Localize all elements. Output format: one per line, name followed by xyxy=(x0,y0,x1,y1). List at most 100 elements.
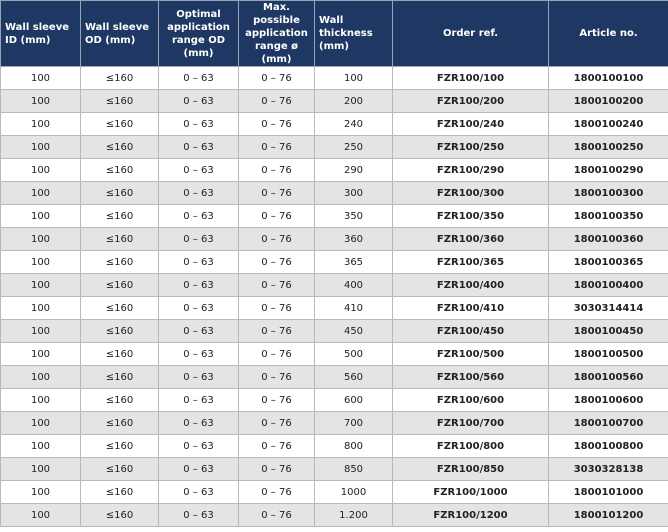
table-row: 100 ≤160 0 – 63 0 – 76 1.200 FZR100/1200 18001… xyxy=(0,503,668,527)
table-cell: 0 – 63 xyxy=(158,342,239,366)
table-cell: 0 – 76 xyxy=(238,135,315,159)
table-cell: 250 xyxy=(314,135,393,159)
table-cell: 1800100500 xyxy=(548,342,668,366)
header-cell: Article no. xyxy=(548,0,668,67)
table-row: 100 ≤160 0 – 63 0 – 76 360 FZR100/360 18001003… xyxy=(0,227,668,251)
table-cell: 0 – 76 xyxy=(238,250,315,274)
table-cell: 0 – 76 xyxy=(238,296,315,320)
header-cell: Max. possible application range ø (mm) xyxy=(238,0,315,67)
table-cell: 800 xyxy=(314,434,393,458)
table-cell: 240 xyxy=(314,112,393,136)
table-cell: 0 – 76 xyxy=(238,89,315,113)
table-cell: 1800100450 xyxy=(548,319,668,343)
table-cell: FZR100/200 xyxy=(392,89,549,113)
header-cell: Optimal application range OD (mm) xyxy=(158,0,239,67)
table-cell: 100 xyxy=(0,227,81,251)
table-cell: 1800100200 xyxy=(548,89,668,113)
table-cell: 0 – 76 xyxy=(238,457,315,481)
table-cell: 0 – 63 xyxy=(158,158,239,182)
table-cell: 100 xyxy=(0,434,81,458)
table-cell: 100 xyxy=(0,388,81,412)
table-cell: 100 xyxy=(0,112,81,136)
table-cell: 100 xyxy=(0,457,81,481)
table-cell: ≤160 xyxy=(80,388,159,412)
table-cell: FZR100/450 xyxy=(392,319,549,343)
table-cell: ≤160 xyxy=(80,112,159,136)
table-cell: 1800101200 xyxy=(548,503,668,527)
table-cell: 1800100350 xyxy=(548,204,668,228)
header-cell: Wall sleeve ID (mm) xyxy=(0,0,81,67)
table-cell: 100 xyxy=(0,480,81,504)
table-cell: 0 – 76 xyxy=(238,227,315,251)
table-cell: 0 – 63 xyxy=(158,388,239,412)
table-cell: 0 – 76 xyxy=(238,365,315,389)
table-row: 100 ≤160 0 – 63 0 – 76 290 FZR100/290 18001002… xyxy=(0,158,668,182)
table-cell: 290 xyxy=(314,158,393,182)
table-cell: ≤160 xyxy=(80,181,159,205)
table-cell: 100 xyxy=(0,411,81,435)
table-cell: 0 – 76 xyxy=(238,112,315,136)
table-cell: 100 xyxy=(0,66,81,90)
table-row: 100 ≤160 0 – 63 0 – 76 410 FZR100/410 30303144… xyxy=(0,296,668,320)
table-cell: 3030314414 xyxy=(548,296,668,320)
table-cell: 0 – 63 xyxy=(158,112,239,136)
table-cell: ≤160 xyxy=(80,365,159,389)
table-cell: FZR100/300 xyxy=(392,181,549,205)
table-cell: 1800100290 xyxy=(548,158,668,182)
table-cell: 100 xyxy=(0,273,81,297)
header-cell: Wall thickness (mm) xyxy=(314,0,393,67)
table-cell: ≤160 xyxy=(80,158,159,182)
table-row: 100 ≤160 0 – 63 0 – 76 1000 FZR100/1000 180010… xyxy=(0,480,668,504)
table-cell: FZR100/410 xyxy=(392,296,549,320)
table-cell: 0 – 63 xyxy=(158,204,239,228)
table-cell: 0 – 76 xyxy=(238,503,315,527)
table-cell: ≤160 xyxy=(80,66,159,90)
table-cell: 100 xyxy=(0,296,81,320)
table-cell: FZR100/240 xyxy=(392,112,549,136)
table-cell: FZR100/600 xyxy=(392,388,549,412)
table-cell: ≤160 xyxy=(80,89,159,113)
table-cell: 0 – 63 xyxy=(158,296,239,320)
table-cell: 300 xyxy=(314,181,393,205)
table-cell: 560 xyxy=(314,365,393,389)
table-row: 100 ≤160 0 – 63 0 – 76 200 FZR100/200 18001002… xyxy=(0,89,668,113)
table-cell: 0 – 76 xyxy=(238,319,315,343)
table-cell: 100 xyxy=(0,204,81,228)
table-cell: 0 – 76 xyxy=(238,204,315,228)
table-cell: 365 xyxy=(314,250,393,274)
table-cell: 450 xyxy=(314,319,393,343)
table-cell: 700 xyxy=(314,411,393,435)
table-cell: 1800100800 xyxy=(548,434,668,458)
table-cell: 100 xyxy=(0,89,81,113)
table-cell: 1800101000 xyxy=(548,480,668,504)
table-cell: FZR100/500 xyxy=(392,342,549,366)
table-row: 100 ≤160 0 – 63 0 – 76 600 FZR100/600 18001006… xyxy=(0,388,668,412)
table-cell: 400 xyxy=(314,273,393,297)
table-row: 100 ≤160 0 – 63 0 – 76 100 FZR100/100 18001001… xyxy=(0,66,668,90)
table-cell: 0 – 63 xyxy=(158,319,239,343)
table-cell: FZR100/350 xyxy=(392,204,549,228)
table-cell: 0 – 63 xyxy=(158,434,239,458)
table-row: 100 ≤160 0 – 63 0 – 76 700 FZR100/700 18001007… xyxy=(0,411,668,435)
table-row: 100 ≤160 0 – 63 0 – 76 800 FZR100/800 18001008… xyxy=(0,434,668,458)
table-body: 100 ≤160 0 – 63 0 – 76 100 FZR100/100 18001001… xyxy=(0,66,668,527)
table-cell: 0 – 76 xyxy=(238,181,315,205)
table-cell: ≤160 xyxy=(80,135,159,159)
table-cell: 100 xyxy=(0,342,81,366)
table-cell: 100 xyxy=(0,250,81,274)
table-cell: 3030328138 xyxy=(548,457,668,481)
table-cell: ≤160 xyxy=(80,273,159,297)
table-cell: 0 – 76 xyxy=(238,273,315,297)
table-cell: FZR100/800 xyxy=(392,434,549,458)
table-row: 100 ≤160 0 – 63 0 – 76 450 FZR100/450 18001004… xyxy=(0,319,668,343)
table-cell: 0 – 63 xyxy=(158,89,239,113)
table-cell: 1.200 xyxy=(314,503,393,527)
table-row: 100 ≤160 0 – 63 0 – 76 240 FZR100/240 18001002… xyxy=(0,112,668,136)
table-cell: 1800100365 xyxy=(548,250,668,274)
header-row: Wall sleeve ID (mm) Wall sleeve OD (mm) Op… xyxy=(0,0,668,67)
table-cell: 0 – 76 xyxy=(238,434,315,458)
table-cell: FZR100/360 xyxy=(392,227,549,251)
table-cell: 1800100300 xyxy=(548,181,668,205)
table-cell: 850 xyxy=(314,457,393,481)
